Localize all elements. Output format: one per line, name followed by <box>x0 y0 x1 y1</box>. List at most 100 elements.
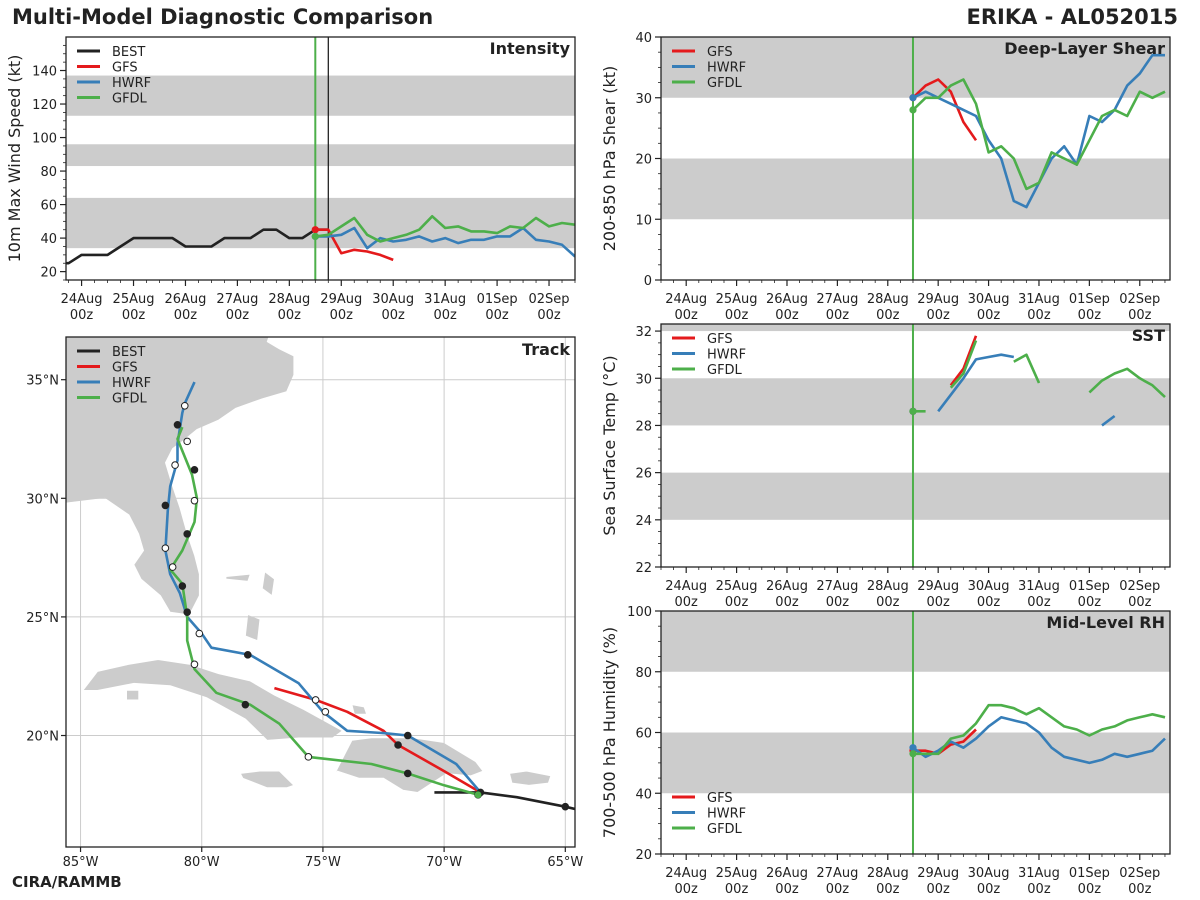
y-tick-label: 22 <box>635 561 652 576</box>
x-axis: 24Aug00z25Aug00z26Aug00z27Aug00z28Aug00z… <box>61 280 576 323</box>
track-marker-hwrf <box>178 582 187 590</box>
y-tick-label: 40 <box>635 31 652 46</box>
y-tick-label: 40 <box>40 232 57 247</box>
shaded-band <box>661 324 1170 332</box>
x-tick-label-hour: 00z <box>485 308 509 323</box>
series-line-gfs <box>913 728 977 756</box>
series-line-gfs <box>949 335 978 387</box>
panel-title: Intensity <box>490 39 571 58</box>
x-tick-label-hour: 00z <box>70 308 94 323</box>
x-tick-label-date: 30Aug <box>968 579 1010 594</box>
x-tick-label-hour: 00z <box>1027 595 1051 610</box>
track-line-best <box>434 791 575 811</box>
track-marker-gfdl <box>304 753 313 761</box>
track-marker-hwrf <box>161 544 170 552</box>
legend-label-hwrf: HWRF <box>707 61 746 76</box>
init-point-hwrf <box>909 744 917 752</box>
x-tick-label-hour: 00z <box>1027 308 1051 323</box>
track-marker-gfs <box>394 741 402 749</box>
x-tick-label-date: 01Sep <box>1069 579 1110 594</box>
y-tick-label: 30 <box>635 372 652 387</box>
x-tick-label-date: 24Aug <box>61 292 103 307</box>
panel-title: Track <box>522 340 570 359</box>
x-tick-label-hour: 00z <box>775 308 799 323</box>
y-tick-label: 100 <box>627 605 652 620</box>
y-axis-label: 10m Max Wind Speed (kt) <box>5 55 24 263</box>
x-tick-label-date: 31Aug <box>424 292 466 307</box>
x-tick-label-hour: 00z <box>826 882 850 897</box>
track-marker-gfdl <box>190 660 199 669</box>
x-tick-label-hour: 00z <box>775 595 799 610</box>
x-tick-label-date: 27Aug <box>816 866 858 881</box>
legend-label-hwrf: HWRF <box>707 807 746 822</box>
track-marker-best <box>561 802 570 811</box>
x-tick-label-date: 01Sep <box>1069 292 1110 307</box>
x-tick-label-date: 29Aug <box>917 866 959 881</box>
y-tick-label: 20 <box>635 153 652 168</box>
series-line-hwrf <box>1101 414 1116 427</box>
legend-label-gfs: GFS <box>707 45 733 60</box>
y-tick-label: 40 <box>635 787 652 802</box>
x-tick-label-hour: 00z <box>433 308 457 323</box>
series-line-gfdl <box>913 703 1166 756</box>
series-line-gfdl <box>1013 353 1041 384</box>
init-point-gfs <box>311 226 319 234</box>
y-tick-label: 20 <box>635 848 652 863</box>
land-hispaniola <box>334 737 484 793</box>
x-tick-label-hour: 00z <box>226 308 250 323</box>
panel-title: SST <box>1132 326 1165 345</box>
init-point-gfdl <box>311 232 319 241</box>
shaded-band <box>661 611 1170 672</box>
y-axis: 20 40 60 80 100 <box>627 605 661 863</box>
y-tick-label: 30 <box>635 92 652 107</box>
x-tick-label-hour: 00z <box>174 308 198 323</box>
x-tick-label-hour: 00z <box>122 308 146 323</box>
series-line-gfdl <box>912 78 1166 191</box>
x-tick-label-hour: 00z <box>330 308 354 323</box>
series-group <box>909 335 1166 427</box>
map-area <box>66 337 575 847</box>
legend-label-gfs: GFS <box>112 361 138 376</box>
init-point-gfdl <box>909 407 917 415</box>
panel-title: Mid-Level RH <box>1046 613 1165 632</box>
y-tick-label: 60 <box>635 727 652 742</box>
legend-label-best: BEST <box>112 345 145 360</box>
x-tick-label-hour: 00z <box>725 308 749 323</box>
x-tick-label: 75°W <box>305 855 341 870</box>
x-tick-label-hour: 00z <box>876 595 900 610</box>
y-tick-label: 32 <box>635 325 652 340</box>
x-tick-label-date: 25Aug <box>716 866 758 881</box>
x-axis: 85°W 80°W 75°W 70°W 65°W <box>63 847 583 870</box>
x-tick-label-hour: 00z <box>537 308 561 323</box>
x-tick-label-hour: 00z <box>675 595 699 610</box>
x-axis: 24Aug00z25Aug00z26Aug00z27Aug00z28Aug00z… <box>660 567 1166 610</box>
panel-rh: 2040608010024Aug00z25Aug00z26Aug00z27Aug… <box>600 605 1171 897</box>
x-tick-label: 85°W <box>63 855 99 870</box>
plot-frame <box>660 323 1171 568</box>
x-tick-label-hour: 00z <box>826 308 850 323</box>
series-line-gfdl <box>315 215 575 243</box>
x-tick-label-date: 26Aug <box>766 579 808 594</box>
x-tick-label-hour: 00z <box>278 308 302 323</box>
x-tick-label-hour: 00z <box>926 882 950 897</box>
x-tick-label-date: 25Aug <box>716 579 758 594</box>
series-group <box>909 53 1166 209</box>
x-tick-label-date: 31Aug <box>1018 292 1060 307</box>
x-tick-label-date: 31Aug <box>1018 866 1060 881</box>
x-tick-label-hour: 00z <box>382 308 406 323</box>
x-tick-label-date: 28Aug <box>867 866 909 881</box>
land-great-inagua <box>351 704 368 715</box>
init-point-hwrf <box>909 94 917 102</box>
x-tick-label-date: 30Aug <box>372 292 414 307</box>
x-tick-label-date: 26Aug <box>766 292 808 307</box>
y-axis-label: Sea Surface Temp (°C) <box>600 355 619 535</box>
track-marker-gfdl <box>183 530 191 538</box>
x-tick-label-date: 02Sep <box>1119 866 1160 881</box>
track-marker-gfdl <box>183 608 191 616</box>
land-cuba <box>82 659 344 741</box>
y-tick-label: 80 <box>635 666 652 681</box>
x-tick-label-date: 28Aug <box>867 292 909 307</box>
